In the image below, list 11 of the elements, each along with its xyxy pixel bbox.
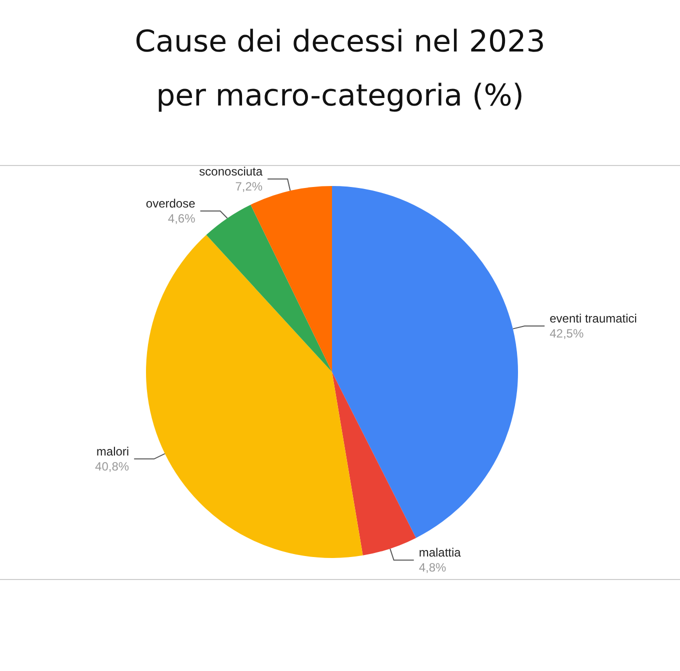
slice-label: eventi traumatici <box>550 312 637 326</box>
slice-label: malattia <box>418 546 462 560</box>
slice-label: overdose <box>146 196 196 211</box>
data-label: 4,8% <box>418 560 447 575</box>
data-label: 4,6% <box>168 212 196 226</box>
slice-label: sconosciuta <box>199 164 263 179</box>
data-label: 40,8% <box>95 459 130 474</box>
chart-title: Cause dei decessi nel 2023 per macro-categoria (%) <box>134 24 546 114</box>
data-label: 7,2% <box>235 180 263 194</box>
slice-label: malori <box>96 444 130 458</box>
data-label: 42,5% <box>550 326 584 341</box>
